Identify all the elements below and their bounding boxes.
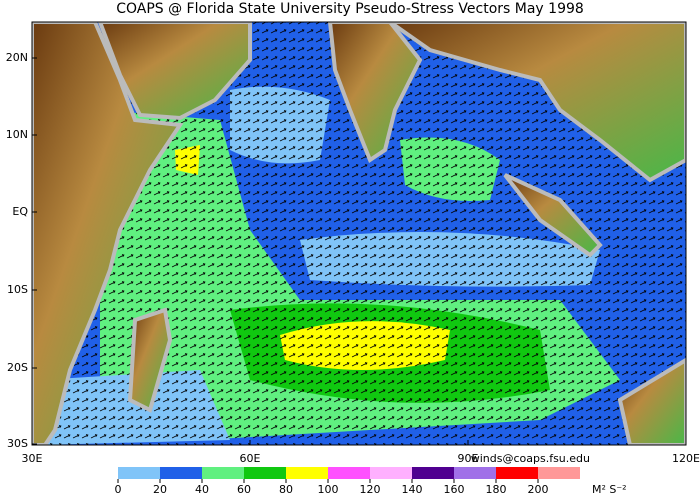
title: COAPS @ Florida State University Pseudo-… (116, 1, 584, 17)
credit: winds@coaps.fsu.edu (471, 452, 590, 465)
lat-label: 20S (7, 361, 28, 374)
colorbar-tick-label: 120 (360, 483, 381, 496)
colorbar-tick-label: 140 (402, 483, 423, 496)
color-swatch (370, 467, 412, 479)
colorbar-tick-label: 60 (237, 483, 251, 496)
lat-label: 20N (6, 51, 28, 64)
colorbar-tick-label: 160 (444, 483, 465, 496)
color-swatch (244, 467, 286, 479)
colorbar-tick-label: 180 (486, 483, 507, 496)
lon-label: 30E (22, 452, 43, 465)
color-swatch (412, 467, 454, 479)
lon-label: 90E (458, 452, 479, 465)
color-swatch (454, 467, 496, 479)
map-frame (31, 21, 687, 446)
colorbar-tick-label: 20 (153, 483, 167, 496)
color-swatch (160, 467, 202, 479)
lat-label: 10S (7, 283, 28, 296)
colorbar: 0 20 40 60 80 100 120 140 160 180 200 (115, 467, 580, 496)
colorbar-tick-label: 200 (528, 483, 549, 496)
lat-label: EQ (12, 205, 28, 218)
lon-label: 60E (240, 452, 261, 465)
color-swatch (118, 467, 160, 479)
lat-label: 10N (6, 128, 28, 141)
color-swatch (538, 467, 580, 479)
colorbar-tick-label: 80 (279, 483, 293, 496)
lon-labels: 30E 60E 90E 120E (22, 440, 700, 465)
lon-label: 120E (672, 452, 700, 465)
map (32, 22, 686, 445)
colorbar-tick-label: 100 (318, 483, 339, 496)
colorbar-unit: M² S⁻² (592, 483, 627, 496)
colorbar-tick-label: 0 (115, 483, 122, 496)
colorbar-tick-label: 40 (195, 483, 209, 496)
color-swatch (496, 467, 538, 479)
color-swatch (286, 467, 328, 479)
color-swatch (328, 467, 370, 479)
color-swatch (202, 467, 244, 479)
lat-labels: 20N 10N EQ 10S 20S 30S (6, 51, 37, 450)
lat-label: 30S (7, 437, 28, 450)
